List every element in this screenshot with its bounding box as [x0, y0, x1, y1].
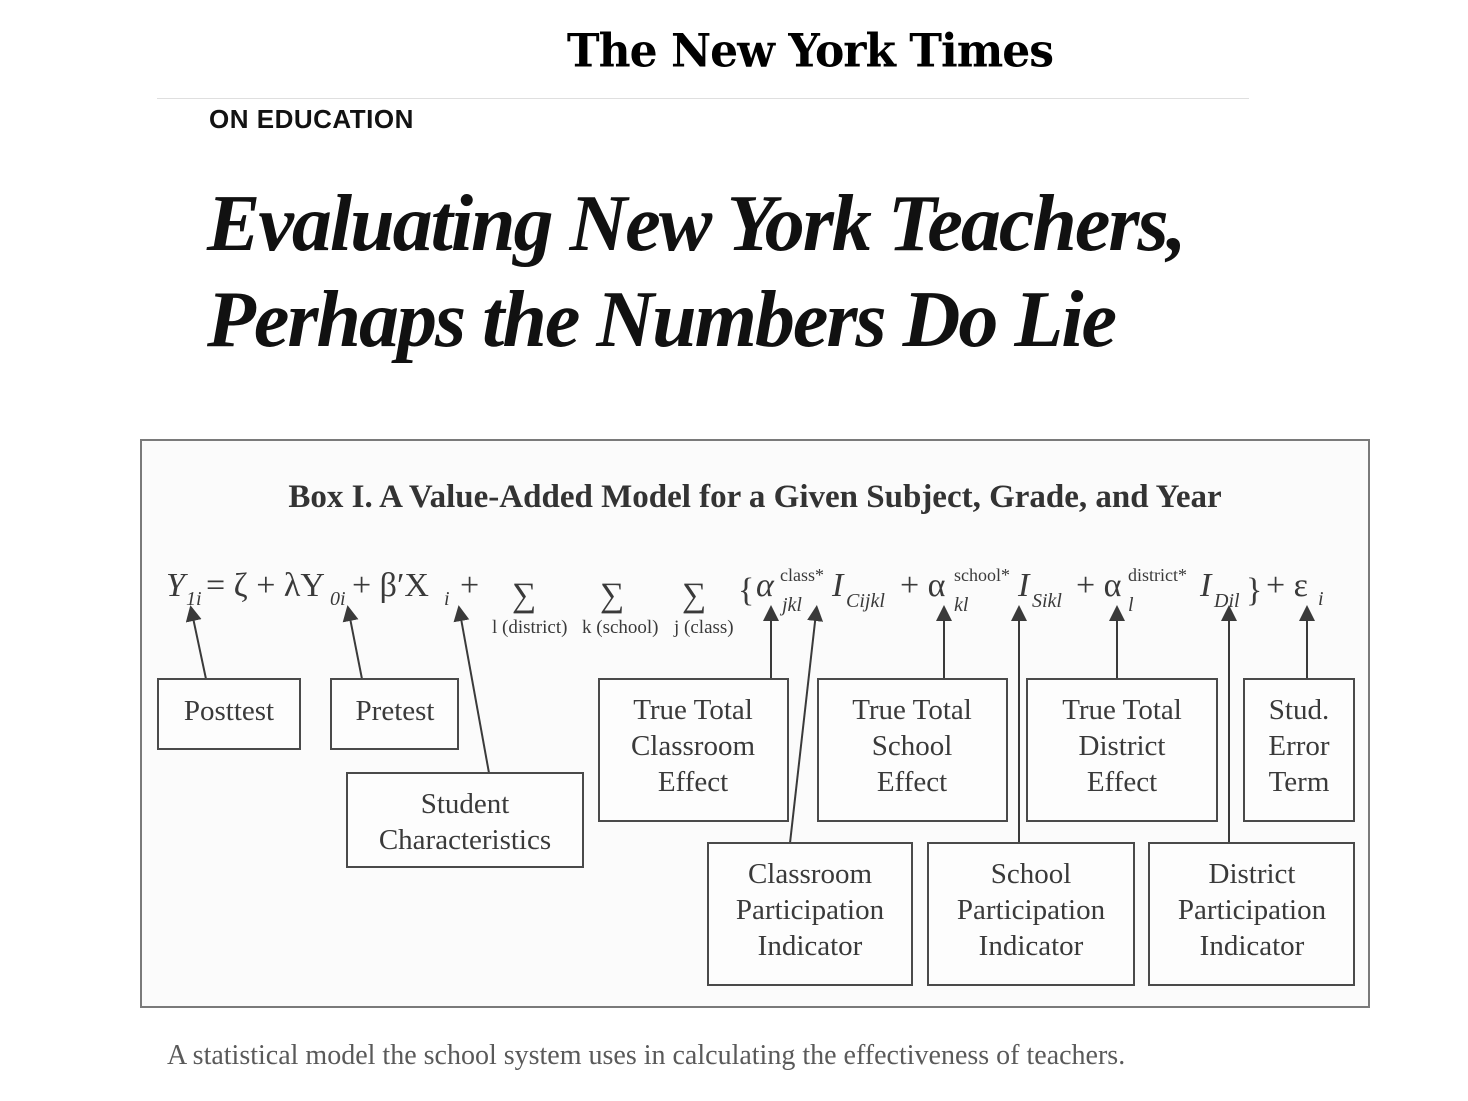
school-indicator-label-2: Participation — [957, 894, 1106, 926]
equation-formula: Y 1i = ζ + λY 0i + β′X i + ∑ ∑ ∑ l (distric… — [166, 565, 1324, 638]
student-characteristics-box — [346, 772, 584, 868]
classroom-indicator-label-3: Indicator — [758, 930, 863, 962]
error-term-box — [1243, 678, 1355, 822]
classroom-indicator-label-2: Participation — [736, 894, 885, 926]
diagram-arrows — [185, 605, 1315, 844]
district-effect-label-1: True Total — [1062, 694, 1182, 726]
svg-text:+: + — [460, 567, 479, 604]
figure-caption: A statistical model the school system us… — [167, 1040, 1126, 1071]
svg-text:I: I — [831, 567, 845, 604]
sum-index-school: k (school) — [582, 617, 659, 638]
svg-text:kl: kl — [954, 594, 969, 616]
district-effect-label-3: Effect — [1087, 766, 1157, 798]
student-characteristics-label-1: Student — [421, 788, 510, 820]
error-term-label-2: Error — [1268, 730, 1330, 762]
svg-text:∑: ∑ — [512, 577, 536, 614]
svg-text:+ ε: + ε — [1266, 567, 1308, 604]
svg-text:α: α — [756, 567, 775, 604]
svg-text:jkl: jkl — [779, 594, 802, 616]
pretest-label: Pretest — [356, 695, 435, 727]
headline: Evaluating New York Teachers, Perhaps th… — [207, 176, 1357, 368]
classroom-indicator-box — [707, 842, 913, 986]
figure-title: Box I. A Value-Added Model for a Given S… — [288, 479, 1222, 515]
svg-text:}: } — [1246, 572, 1262, 609]
headline-line-1: Evaluating New York Teachers, — [207, 180, 1187, 268]
posttest-label: Posttest — [184, 695, 274, 727]
pretest-box — [330, 678, 459, 750]
error-term-label-1: Stud. — [1269, 694, 1329, 726]
district-effect-label-2: District — [1079, 730, 1166, 762]
model-equation-diagram: Y 1i = ζ + λY 0i + β′X i + ∑ ∑ ∑ l (distric… — [157, 565, 1355, 986]
classroom-effect-box — [598, 678, 789, 822]
svg-text:i: i — [444, 588, 450, 610]
svg-text:∑: ∑ — [600, 577, 624, 614]
svg-text:= ζ + λY: = ζ + λY — [206, 567, 325, 604]
svg-text:+ β′X: + β′X — [352, 567, 429, 604]
svg-text:l: l — [1128, 594, 1134, 616]
district-effect-box — [1026, 678, 1218, 822]
svg-text:I: I — [1199, 567, 1213, 604]
svg-text:∑: ∑ — [682, 577, 706, 614]
school-effect-label-2: School — [872, 730, 953, 762]
error-term-label-3: Term — [1269, 766, 1330, 798]
school-effect-label-3: Effect — [877, 766, 947, 798]
svg-text:class*: class* — [780, 565, 824, 585]
value-added-model-figure: Box I. A Value-Added Model for a Given S… — [140, 439, 1370, 1008]
svg-text:Y: Y — [166, 567, 188, 604]
district-indicator-box — [1148, 842, 1355, 986]
district-indicator-label-3: Indicator — [1200, 930, 1305, 962]
classroom-effect-label-2: Classroom — [631, 730, 756, 762]
svg-text:1i: 1i — [186, 588, 202, 610]
svg-text:I: I — [1017, 567, 1031, 604]
school-effect-label-1: True Total — [852, 694, 972, 726]
svg-text:{: { — [738, 572, 754, 609]
school-indicator-label-1: School — [991, 858, 1072, 890]
masthead-divider — [157, 98, 1249, 99]
masthead-logo[interactable]: The New York Times — [566, 24, 1054, 79]
svg-text:school*: school* — [954, 565, 1010, 585]
school-indicator-box — [927, 842, 1135, 986]
svg-text:+ α: + α — [900, 567, 946, 604]
svg-text:Dil: Dil — [1213, 590, 1240, 612]
school-effect-box — [817, 678, 1008, 822]
headline-line-2: Perhaps the Numbers Do Lie — [207, 276, 1117, 364]
classroom-effect-label-1: True Total — [633, 694, 753, 726]
student-characteristics-label-2: Characteristics — [379, 824, 551, 856]
posttest-box — [157, 678, 301, 750]
svg-text:Sikl: Sikl — [1032, 590, 1062, 612]
svg-text:district*: district* — [1128, 565, 1187, 585]
sum-index-district: l (district) — [492, 617, 567, 638]
classroom-effect-label-3: Effect — [658, 766, 728, 798]
svg-text:Cijkl: Cijkl — [846, 590, 885, 612]
district-indicator-label-2: Participation — [1178, 894, 1327, 926]
svg-text:0i: 0i — [330, 588, 346, 610]
classroom-indicator-label-1: Classroom — [748, 858, 873, 890]
svg-text:+ α: + α — [1076, 567, 1122, 604]
svg-text:i: i — [1318, 588, 1324, 610]
district-indicator-label-1: District — [1209, 858, 1296, 890]
school-indicator-label-3: Indicator — [979, 930, 1084, 962]
sum-index-class: j (class) — [673, 617, 734, 638]
section-label[interactable]: ON EDUCATION — [209, 104, 414, 134]
